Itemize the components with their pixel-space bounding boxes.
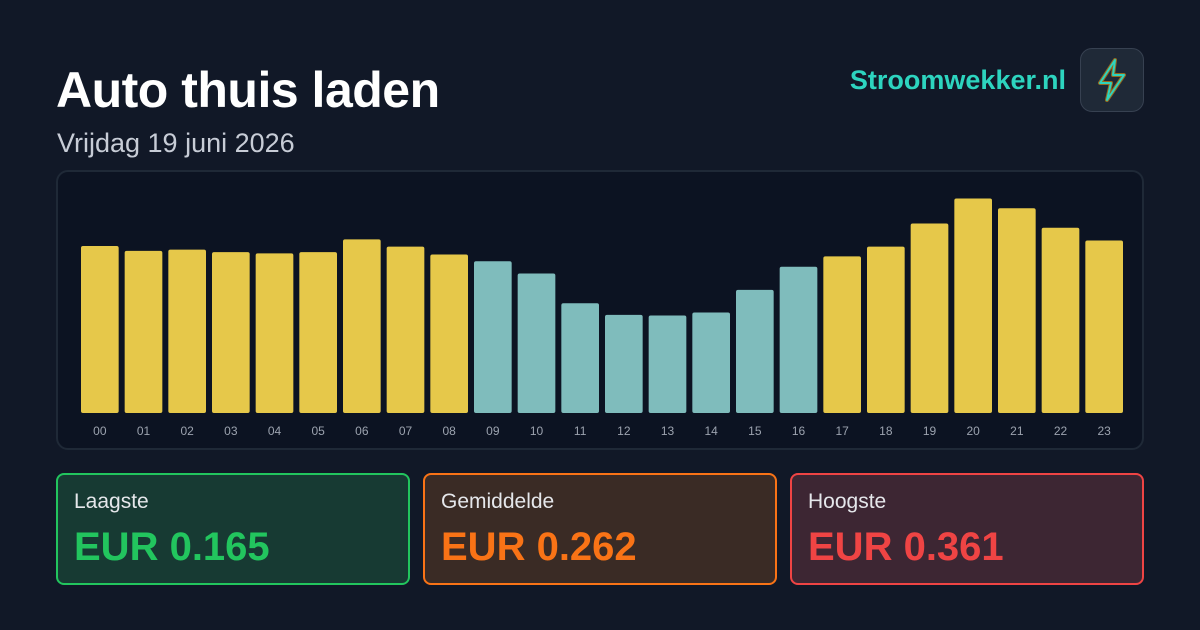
x-tick-label: 11 bbox=[574, 424, 587, 438]
bar-hour-23 bbox=[1085, 240, 1123, 413]
bar-hour-07 bbox=[386, 246, 425, 413]
x-tick-label: 23 bbox=[1097, 424, 1111, 438]
bar-hour-10 bbox=[517, 273, 556, 413]
lowest-price-label: Laagste bbox=[74, 490, 149, 513]
highest-price-card: Hoogste EUR 0.361 bbox=[790, 473, 1144, 585]
x-tick-label: 18 bbox=[879, 424, 893, 438]
x-tick-label: 17 bbox=[835, 424, 849, 438]
bar-hour-17 bbox=[823, 256, 861, 413]
page-subtitle: Vrijdag 19 juni 2026 bbox=[57, 128, 295, 158]
price-chart-svg: 00 01 02 03 04 05 06 07 08 09 10 11 12 13 14 15 16 17 18 19… bbox=[81, 198, 1123, 438]
bar-hour-05 bbox=[299, 252, 337, 413]
bar-hour-03 bbox=[212, 252, 250, 413]
x-tick-label: 21 bbox=[1010, 424, 1024, 438]
x-tick-label: 22 bbox=[1054, 424, 1068, 438]
x-tick-label: 05 bbox=[311, 424, 325, 438]
x-tick-label: 10 bbox=[530, 424, 544, 438]
average-price-card: Gemiddelde EUR 0.262 bbox=[423, 473, 777, 585]
x-tick-label: 08 bbox=[442, 424, 456, 438]
stats-cards: Laagste EUR 0.165 Gemiddelde EUR 0.262 H… bbox=[56, 473, 1144, 585]
bar-hour-19 bbox=[910, 223, 949, 413]
x-tick-label: 16 bbox=[792, 424, 806, 438]
x-tick-label: 02 bbox=[180, 424, 194, 438]
bar-hour-09 bbox=[474, 261, 512, 413]
bar-hour-06 bbox=[343, 239, 381, 413]
brand[interactable]: Stroomwekker.nl bbox=[850, 48, 1144, 112]
x-tick-label: 04 bbox=[268, 424, 282, 438]
highest-price-value: EUR 0.361 bbox=[808, 525, 1004, 569]
x-tick-label: 12 bbox=[617, 424, 631, 438]
lightning-bolt-icon bbox=[1080, 48, 1144, 112]
bar-hour-04 bbox=[255, 253, 294, 413]
x-tick-label: 03 bbox=[224, 424, 238, 438]
average-price-value: EUR 0.262 bbox=[441, 525, 637, 569]
bar-hour-02 bbox=[168, 249, 206, 413]
bar-hour-11 bbox=[561, 303, 599, 413]
price-chart: 00 01 02 03 04 05 06 07 08 09 10 11 12 13 14 15 16 17 18 19… bbox=[56, 170, 1144, 450]
x-tick-label: 07 bbox=[399, 424, 413, 438]
lowest-price-card: Laagste EUR 0.165 bbox=[56, 473, 410, 585]
bar-hour-13 bbox=[648, 315, 687, 413]
x-tick-label: 19 bbox=[923, 424, 937, 438]
x-tick-label: 09 bbox=[486, 424, 500, 438]
highest-price-label: Hoogste bbox=[808, 490, 887, 513]
x-tick-label: 06 bbox=[355, 424, 369, 438]
bar-hour-16 bbox=[779, 266, 818, 413]
x-tick-label: 15 bbox=[748, 424, 762, 438]
x-tick-label: 01 bbox=[137, 424, 151, 438]
bar-hour-01 bbox=[124, 250, 163, 413]
bar-hour-14 bbox=[692, 312, 730, 413]
x-tick-label: 00 bbox=[93, 424, 107, 438]
x-tick-label: 20 bbox=[966, 424, 980, 438]
x-tick-label: 14 bbox=[704, 424, 718, 438]
page-title: Auto thuis laden bbox=[56, 62, 440, 118]
bar-hour-18 bbox=[867, 246, 905, 413]
bar-hour-12 bbox=[605, 314, 643, 413]
bar-hour-22 bbox=[1041, 227, 1080, 413]
brand-name[interactable]: Stroomwekker.nl bbox=[849, 64, 1066, 95]
average-price-label: Gemiddelde bbox=[441, 490, 555, 513]
bar-hour-20 bbox=[954, 198, 992, 413]
bar-hour-08 bbox=[430, 254, 468, 413]
lowest-price-value: EUR 0.165 bbox=[74, 525, 270, 569]
bar-hour-15 bbox=[736, 289, 774, 413]
bar-hour-21 bbox=[998, 208, 1036, 413]
bar-hour-00 bbox=[81, 246, 119, 413]
x-tick-label: 13 bbox=[661, 424, 675, 438]
